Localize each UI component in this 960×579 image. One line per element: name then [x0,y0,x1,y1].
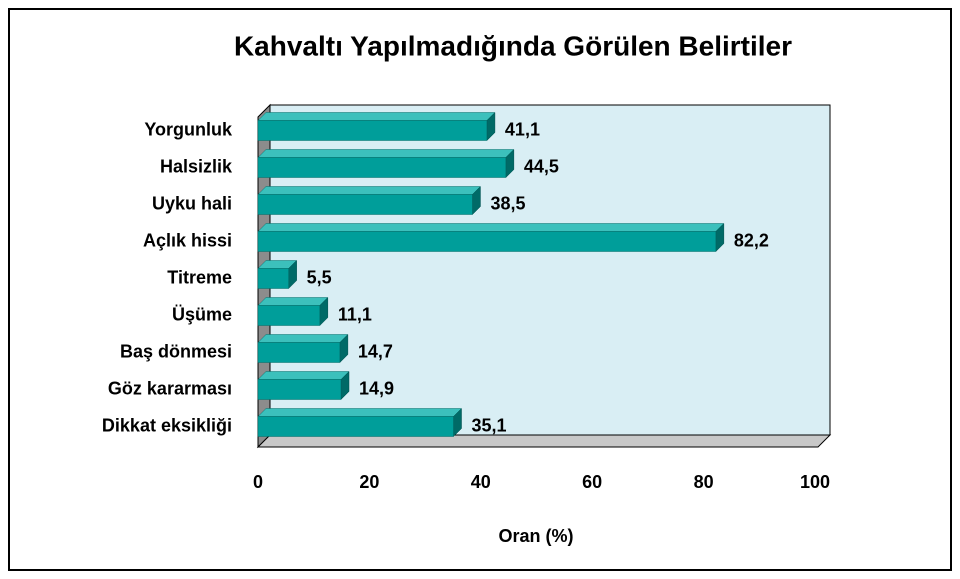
bar-top [257,297,329,306]
y-tick-label: Baş dönmesi [120,341,232,361]
value-label: 14,7 [358,341,393,361]
bar-top [257,112,496,121]
y-tick-label: Titreme [167,267,232,287]
value-label: 11,1 [338,304,372,324]
x-tick-label: 80 [694,472,714,492]
y-tick-label: Uyku hali [152,193,232,213]
bar-top [257,334,349,343]
bar [257,268,289,289]
bar [257,416,454,437]
bar-top [257,149,515,158]
bar [257,305,321,326]
y-tick-label: Halsizlik [160,156,233,176]
value-label: 14,9 [359,378,394,398]
chart-title: Kahvaltı Yapılmadığında Görülen Belirtil… [234,30,792,61]
bar-top [257,371,350,380]
y-tick-label: Açlık hissi [143,230,232,250]
value-label: 41,1 [505,119,540,139]
value-label: 82,2 [734,230,769,250]
x-axis-title: Oran (%) [498,526,573,546]
bar [257,157,507,178]
y-tick-label: Üşüme [172,304,232,324]
bar [257,120,488,141]
bar-top [257,186,482,195]
floor [256,434,832,448]
bar-top [257,223,725,232]
x-tick-label: 0 [253,472,263,492]
value-label: 35,1 [472,415,507,435]
value-label: 38,5 [490,193,525,213]
bar-top [257,408,463,417]
y-tick-label: Dikkat eksikliği [102,415,232,435]
y-tick-label: Göz kararması [108,378,232,398]
x-tick-label: 20 [359,472,379,492]
y-tick-label: Yorgunluk [144,119,233,139]
value-label: 44,5 [524,156,559,176]
bar [257,194,473,215]
x-tick-label: 100 [800,472,830,492]
bar [257,231,717,252]
bar [257,379,342,400]
x-tick-label: 40 [471,472,491,492]
x-tick-label: 60 [582,472,602,492]
value-label: 5,5 [307,267,332,287]
bar [257,342,341,363]
